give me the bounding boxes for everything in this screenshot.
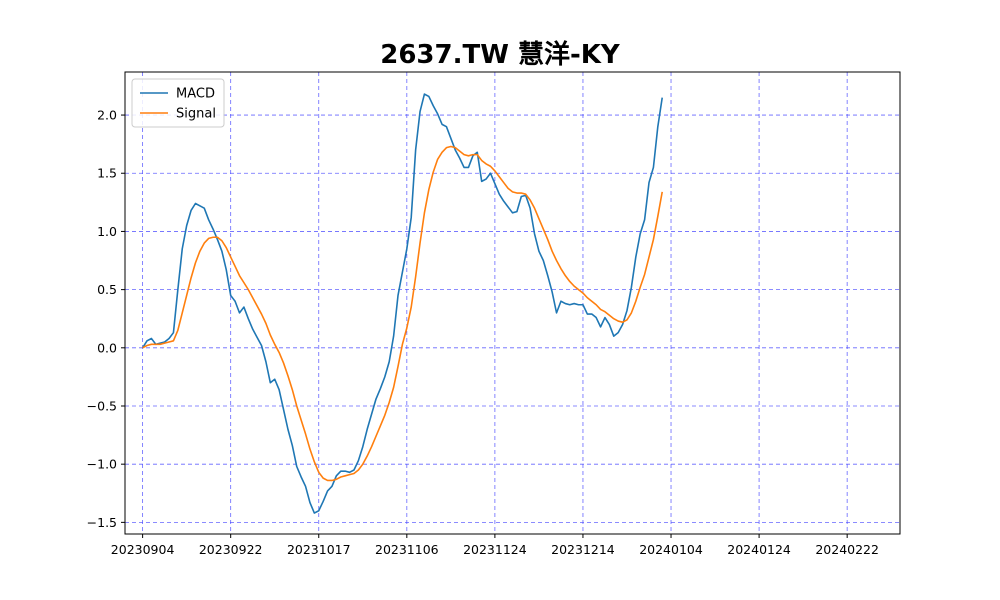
x-tick-label: 20231017	[287, 542, 351, 557]
legend: MACD Signal	[131, 78, 225, 128]
y-tick-label: 1.0	[97, 224, 117, 239]
axis-ticks: 20230904 20230922 20231017 20231106 20231124…	[87, 108, 879, 557]
y-tick-label: 1.5	[97, 166, 117, 181]
y-tick-label: 0.0	[97, 340, 117, 355]
x-tick-label: 20240124	[727, 542, 791, 557]
chart-title: 2637.TW 慧洋-KY	[380, 40, 620, 70]
y-tick-label: 2.0	[97, 108, 117, 123]
legend-label-macd: MACD	[176, 87, 215, 102]
y-tick-label: −1.0	[87, 457, 117, 472]
y-tick-label: −0.5	[87, 398, 117, 413]
grid	[125, 72, 900, 534]
legend-box	[131, 78, 225, 128]
x-tick-label: 20240222	[815, 542, 879, 557]
series-layer	[141, 93, 664, 514]
x-tick-label: 20230904	[111, 542, 175, 557]
x-tick-label: 20231214	[551, 542, 615, 557]
x-tick-label: 20231124	[463, 542, 527, 557]
y-tick-label: −1.5	[87, 515, 117, 530]
x-tick-label: 20240104	[639, 542, 703, 557]
x-tick-label: 20230922	[199, 542, 263, 557]
series-line-macd	[141, 93, 664, 514]
legend-label-signal: Signal	[176, 107, 216, 122]
y-tick-label: 0.5	[97, 282, 117, 297]
x-tick-label: 20231106	[375, 542, 439, 557]
series-line-signal	[142, 145, 664, 482]
plot-frame	[124, 71, 901, 535]
